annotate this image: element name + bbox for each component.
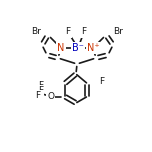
Text: F: F (81, 28, 86, 36)
Text: F: F (38, 81, 43, 90)
Text: N: N (57, 43, 65, 53)
Text: N⁺: N⁺ (87, 43, 99, 53)
Text: F: F (99, 77, 104, 86)
Text: F: F (38, 86, 43, 95)
Text: F: F (66, 28, 71, 36)
Text: B⁻: B⁻ (72, 43, 84, 53)
Text: Br: Br (31, 26, 41, 36)
Text: O: O (47, 92, 54, 101)
Text: F: F (35, 91, 40, 100)
Text: Br: Br (113, 26, 123, 36)
